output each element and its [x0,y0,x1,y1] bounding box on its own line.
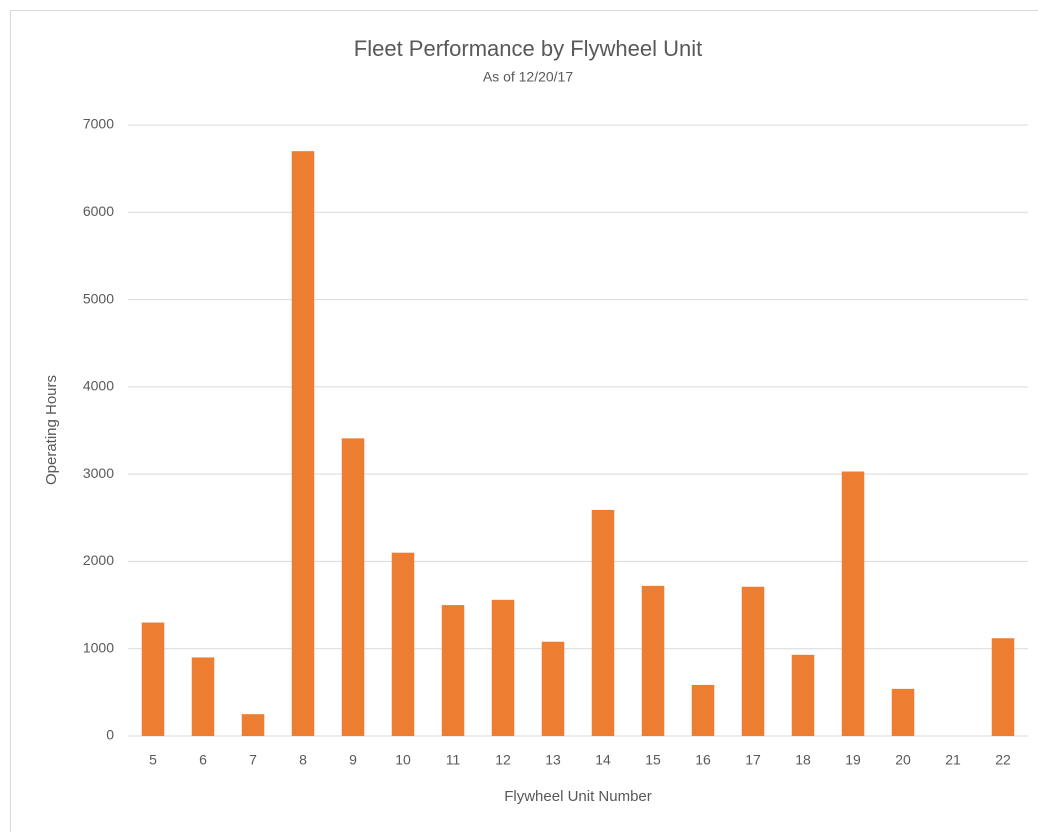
x-tick-label: 15 [645,752,661,768]
bar [341,438,365,736]
x-tick-label: 18 [795,752,811,768]
bar [641,585,665,736]
chart-frame [10,10,1038,832]
y-tick-label: 5000 [83,290,114,306]
y-tick-label: 3000 [83,465,114,481]
y-tick-label: 4000 [83,378,114,394]
bar [191,657,215,736]
x-tick-label: 10 [395,752,411,768]
x-tick-label: 16 [695,752,711,768]
x-tick-label: 6 [199,752,207,768]
x-tick-label: 13 [545,752,561,768]
bar [691,684,715,736]
x-tick-label: 12 [495,752,511,768]
x-tick-label: 5 [149,752,157,768]
y-tick-label: 2000 [83,552,114,568]
x-tick-label: 11 [446,752,461,768]
x-tick-label: 20 [895,752,911,768]
y-tick-label: 0 [106,727,114,743]
x-tick-label: 17 [745,752,761,768]
bar [541,641,565,736]
bar [841,471,865,736]
bar [141,622,165,736]
y-axis-title: Operating Hours [43,375,60,485]
y-tick-label: 6000 [83,203,114,219]
x-tick-label: 9 [349,752,357,768]
y-tick-label: 7000 [83,116,114,132]
x-tick-label: 7 [249,752,257,768]
x-tick-label: 19 [845,752,861,768]
x-tick-label: 14 [595,752,611,768]
bar [891,688,915,736]
bar [741,586,765,736]
x-tick-label: 8 [299,752,307,768]
bar [241,714,265,736]
x-tick-label: 21 [945,752,961,768]
bar [391,552,415,736]
bar [991,638,1015,736]
chart-subtitle: As of 12/20/17 [483,69,574,85]
bar [441,605,465,736]
chart-title: Fleet Performance by Flywheel Unit [354,36,702,61]
x-tick-label: 22 [995,752,1011,768]
bar [291,151,315,736]
bar [591,509,615,736]
bar [791,654,815,736]
x-axis-title: Flywheel Unit Number [504,788,652,805]
y-tick-label: 1000 [83,639,114,655]
bar [491,599,515,736]
